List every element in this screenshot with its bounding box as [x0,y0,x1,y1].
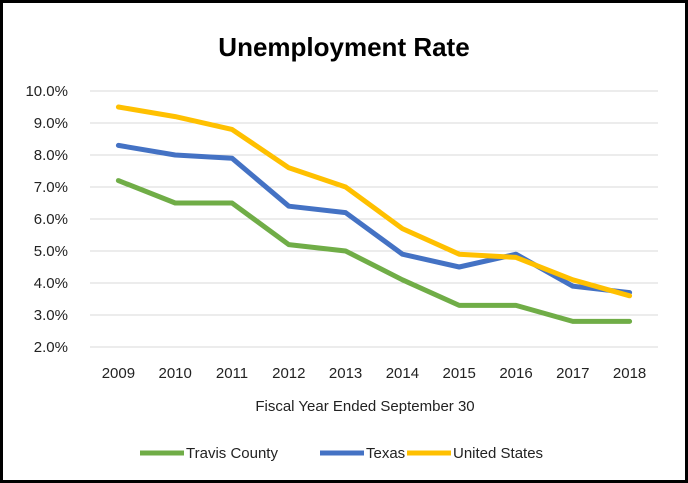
x-tick-labels: 2009 2010 2011 2012 2013 2014 2015 2016 2017 2018 [102,365,647,382]
x-tick-label: 2011 [216,365,248,382]
series-line [115,178,633,324]
y-tick-label: 6.0% [34,211,68,228]
x-tick-label: 2014 [386,365,419,382]
legend-label: Travis County [186,445,278,462]
x-tick-label: 2017 [556,365,589,382]
y-tick-label: 7.0% [34,179,68,196]
y-tick-label: 8.0% [34,147,68,164]
series-lines [115,104,633,324]
y-tick-label: 10.0% [25,83,68,100]
y-tick-label: 4.0% [34,275,68,292]
x-tick-label: 2010 [159,365,192,382]
y-tick-label: 3.0% [34,307,68,324]
y-tick-label: 2.0% [34,339,68,356]
y-tick-labels: 2.0% 3.0% 4.0% 5.0% 6.0% 7.0% 8.0% 9.0% 10.0% [25,83,68,356]
x-tick-label: 2015 [443,365,476,382]
x-tick-label: 2012 [272,365,305,382]
chart-title: Unemployment Rate [218,32,469,62]
legend-label: Texas [366,445,405,462]
legend: Travis County Texas United States [140,445,543,462]
y-tick-label: 9.0% [34,115,68,132]
series-line [115,104,633,299]
x-tick-label: 2016 [499,365,532,382]
legend-label: United States [453,445,543,462]
x-tick-label: 2013 [329,365,362,382]
grid-lines [90,90,658,348]
y-tick-label: 5.0% [34,243,68,260]
x-tick-label: 2018 [613,365,646,382]
x-axis-label: Fiscal Year Ended September 30 [255,398,474,415]
x-tick-label: 2009 [102,365,135,382]
